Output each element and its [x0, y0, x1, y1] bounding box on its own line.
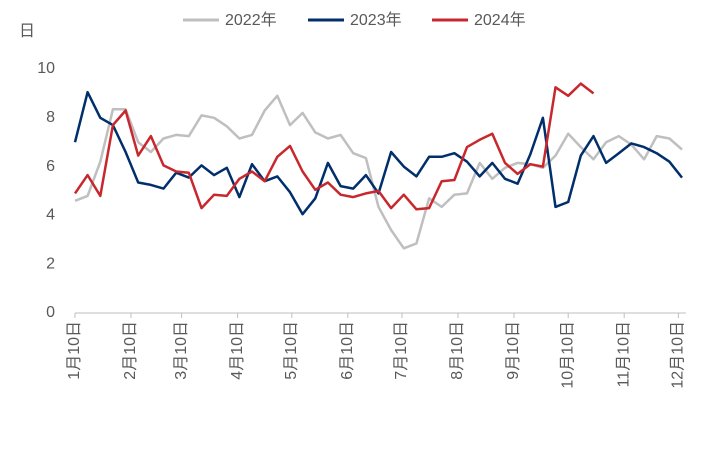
x-tick-label: 10月10日: [559, 321, 576, 389]
y-tick-label: 0: [46, 304, 55, 321]
x-tick-label: 4月10日: [229, 321, 246, 380]
y-tick-label: 6: [46, 158, 55, 175]
x-tick-label: 2月10日: [122, 321, 139, 380]
series-line: [73, 82, 595, 211]
x-tick-label: 7月10日: [393, 321, 410, 380]
y-tick-label: 4: [46, 207, 55, 224]
x-tick-label: 5月10日: [283, 321, 300, 380]
y-axis-label: 日: [19, 23, 35, 40]
x-tick-label: 3月10日: [173, 321, 190, 380]
legend-label: 2023年: [350, 11, 402, 29]
y-tick-label: 10: [37, 60, 55, 77]
x-tick-label: 12月10日: [670, 321, 687, 389]
legend-label: 2022年: [225, 11, 277, 29]
legend-label: 2024年: [474, 11, 526, 29]
series-line: [74, 94, 683, 250]
x-tick-label: 8月10日: [449, 321, 466, 380]
x-tick-label: 11月10日: [615, 321, 632, 387]
x-tick-label: 9月10日: [505, 321, 522, 380]
series-line: [73, 90, 683, 216]
y-tick-label: 2: [46, 255, 55, 272]
x-tick-label: 1月10日: [66, 321, 83, 380]
x-tick-label: 6月10日: [339, 321, 356, 380]
y-tick-label: 8: [46, 109, 55, 126]
